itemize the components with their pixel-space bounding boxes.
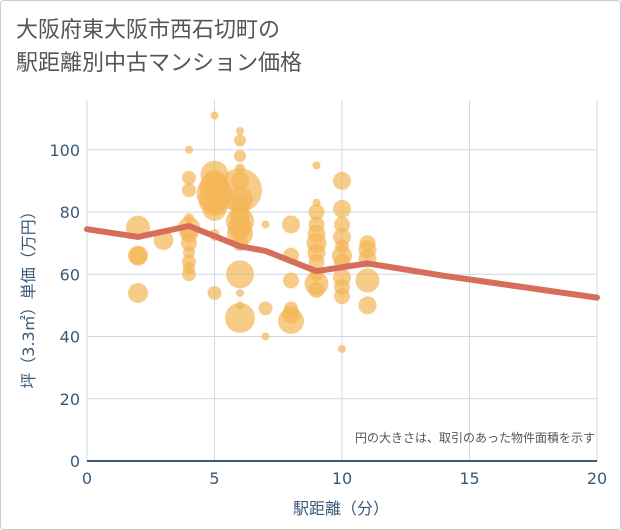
x-tick-label: 5: [209, 469, 219, 488]
bubble-point: [334, 216, 350, 233]
y-tick-label: 60: [60, 265, 80, 284]
x-tick-label: 15: [459, 469, 479, 488]
chart-title-line2: 駅距離別中古マンション価格: [16, 51, 303, 76]
y-tick-label: 20: [60, 390, 80, 409]
bubble-point: [207, 285, 222, 300]
bubble-point: [129, 246, 147, 265]
bubble-point: [308, 281, 325, 298]
bubble-point: [338, 344, 346, 353]
bubble-point: [258, 301, 273, 316]
bubble-point: [234, 150, 246, 163]
bubble-point: [358, 296, 377, 315]
bubble-point: [236, 127, 244, 136]
bubble-point: [308, 253, 325, 270]
bubble-point: [236, 288, 244, 297]
bubble-point: [355, 268, 380, 293]
bubble-point: [333, 199, 351, 218]
bubble-point: [234, 134, 246, 147]
bubble-point: [282, 215, 300, 234]
bubble-point: [182, 267, 196, 282]
bubble-point: [202, 196, 227, 221]
bubble-point: [283, 272, 299, 289]
x-tick-label: 0: [82, 469, 92, 488]
bubble-point: [333, 171, 351, 190]
y-tick-label: 0: [70, 452, 80, 471]
bubble-point: [226, 260, 254, 289]
bubble-point: [185, 145, 193, 154]
chart-title: 大阪府東大阪市西石切町の 駅距離別中古マンション価格: [16, 14, 302, 80]
bubble-point: [312, 161, 321, 170]
y-tick-label: 100: [49, 141, 80, 160]
x-tick-label: 10: [332, 469, 352, 488]
chart-title-line1: 大阪府東大阪市西石切町の: [16, 18, 281, 43]
bubble-point: [278, 307, 304, 334]
bubble-point: [183, 246, 195, 259]
bubble-point: [181, 235, 197, 252]
bubble-point: [210, 111, 219, 120]
x-tick-label: 20: [587, 469, 607, 488]
bubble-point: [182, 183, 196, 198]
y-tick-label: 40: [60, 328, 80, 347]
bubble-point: [308, 204, 325, 221]
bubble-point: [182, 170, 196, 185]
size-annotation: 円の大きさは、取引のあった物件面積を示す: [355, 430, 595, 445]
x-tick-labels: 0 5 10 15 20: [82, 469, 607, 488]
x-axis-label: 駅距離（分）: [293, 499, 389, 518]
bubble-point: [128, 282, 148, 303]
bubble-point: [225, 302, 255, 333]
trend-line: [84, 223, 600, 301]
y-axis-label: 坪（3.3㎡）単価（万円）: [19, 203, 38, 388]
bubble-point: [261, 332, 270, 341]
bubble-point: [261, 220, 270, 229]
bubble-point: [334, 288, 350, 305]
y-tick-labels: 0 20 40 60 80 100: [49, 141, 80, 471]
y-tick-label: 80: [60, 203, 80, 222]
